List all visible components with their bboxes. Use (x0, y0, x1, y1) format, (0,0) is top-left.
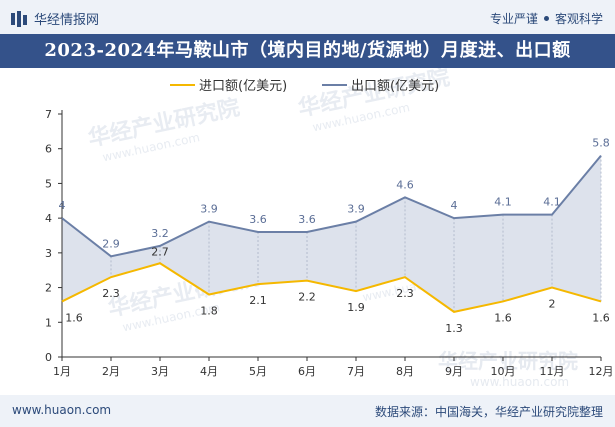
logo-icon (11, 10, 27, 27)
import-data-label: 1.6 (592, 311, 610, 324)
export-data-label: 3.9 (347, 203, 365, 216)
brand-logo[interactable]: 华经情报网 (10, 9, 99, 28)
export-data-label: 5.8 (592, 137, 610, 150)
export-data-label: 4 (59, 199, 66, 212)
y-tick-label: 6 (45, 143, 52, 156)
import-data-label: 2.7 (151, 245, 169, 258)
x-tick-label: 10月 (491, 365, 516, 378)
legend-import-label: 进口额(亿美元) (199, 79, 287, 94)
x-tick-label: 9月 (445, 365, 463, 378)
tagline: 专业严谨 客观科学 (490, 10, 603, 27)
y-tick-label: 0 (45, 351, 52, 364)
tagline-left: 专业严谨 (489, 12, 538, 26)
bullet-icon (543, 16, 549, 21)
x-tick-label: 12月 (589, 365, 614, 378)
export-data-label: 4.1 (494, 196, 512, 209)
x-tick-label: 6月 (298, 365, 316, 378)
import-data-label: 2.3 (102, 287, 120, 300)
export-data-label: 4.1 (543, 196, 561, 209)
import-data-label: 1.8 (200, 305, 218, 318)
logo-text: 华经情报网 (34, 13, 100, 28)
x-tick-label: 11月 (540, 365, 565, 378)
chart-area: 华经产业研究院 www.huaon.com 华经产业研究院 www.huaon.com… (0, 64, 615, 395)
export-data-label: 3.6 (298, 213, 316, 226)
y-tick-label: 1 (45, 316, 52, 329)
x-tick-label: 5月 (249, 365, 267, 378)
top-bar: 华经情报网 专业严谨 客观科学 (0, 0, 615, 34)
export-data-label: 4 (451, 199, 458, 212)
y-tick-label: 3 (45, 247, 52, 260)
import-line (61, 262, 602, 313)
chart-title: 2023-2024年马鞍山市（境内目的地/货源地）月度进、出口额 (0, 34, 615, 68)
legend-export-label: 出口额(亿美元) (351, 79, 439, 94)
x-tick-label: 7月 (347, 365, 365, 378)
footer-website[interactable]: www.huaon.com (12, 403, 112, 417)
import-data-label: 2.2 (298, 291, 316, 304)
import-data-label: 1.9 (347, 301, 365, 314)
import-data-label: 2 (549, 298, 556, 311)
export-line (61, 155, 602, 258)
area-fill (62, 155, 601, 312)
x-tick-label: 4月 (200, 365, 218, 378)
import-data-label: 1.6 (65, 311, 83, 324)
y-tick-label: 7 (45, 108, 52, 121)
x-tick-label: 8月 (396, 365, 414, 378)
y-tick-label: 2 (45, 282, 52, 295)
footer-source: 数据来源：中国海关，华经产业研究院整理 (374, 405, 603, 419)
export-data-label: 2.9 (102, 237, 120, 250)
y-tick-label: 4 (45, 212, 52, 225)
export-data-label: 3.2 (151, 227, 169, 240)
x-tick-label: 2月 (102, 365, 120, 378)
export-data-label: 4.6 (396, 178, 414, 191)
export-data-label: 3.6 (249, 213, 267, 226)
import-data-label: 2.3 (396, 287, 414, 300)
line-chart: 华经产业研究院www.huaon.com华经产业研究院www.huaon.com… (45, 64, 614, 389)
export-data-label: 3.9 (200, 203, 218, 216)
import-data-label: 1.6 (494, 311, 512, 324)
import-data-label: 2.1 (249, 294, 267, 307)
tagline-right: 客观科学 (554, 12, 603, 26)
y-tick-label: 5 (45, 177, 52, 190)
x-tick-label: 1月 (53, 365, 71, 378)
watermark-text: 华经产业研究院 (438, 349, 578, 373)
watermark-url: www.huaon.com (470, 375, 569, 389)
import-data-label: 1.3 (445, 322, 463, 335)
footer-bar: www.huaon.com 数据来源：中国海关，华经产业研究院整理 (0, 395, 615, 427)
x-tick-label: 3月 (151, 365, 169, 378)
